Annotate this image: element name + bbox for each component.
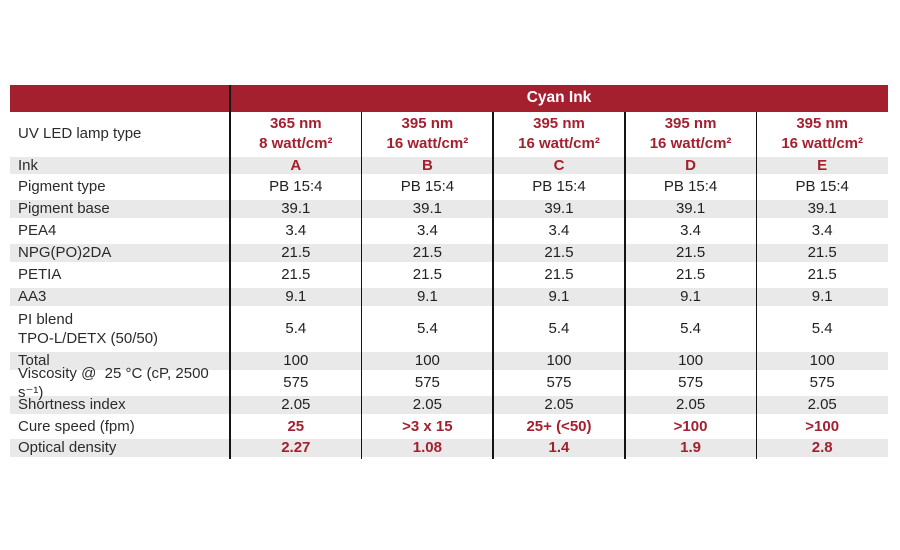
- cell-value: 1.4: [548, 439, 570, 457]
- cell-value: 575: [414, 374, 440, 392]
- cell-value: 395 nm 16 watt/cm²: [518, 115, 600, 152]
- column-divider: [755, 112, 758, 459]
- cell-value: 9.1: [680, 288, 701, 306]
- cell-value: 5.4: [285, 320, 307, 338]
- cell-value: PB 15:4: [663, 178, 718, 196]
- cell-value: 21.5: [807, 244, 837, 262]
- cell-value: 21.5: [281, 266, 311, 284]
- cell-value: >3 x 15: [402, 417, 453, 435]
- cell-value: 3.4: [416, 222, 438, 240]
- row-label: Pigment type: [18, 178, 106, 196]
- cell-value: 21.5: [281, 244, 311, 262]
- cell-value: 9.1: [416, 288, 438, 306]
- cell-value: E: [817, 156, 828, 174]
- row-label: Total: [18, 352, 50, 370]
- cell-value: 2.05: [412, 396, 442, 414]
- cell-value: PB 15:4: [795, 178, 849, 196]
- cell-value: 575: [283, 374, 309, 392]
- cell-value: 21.5: [675, 244, 706, 262]
- cell-value: 39.1: [281, 200, 311, 218]
- cell-value: PB 15:4: [532, 178, 586, 196]
- cell-value: 21.5: [675, 266, 706, 284]
- cell-value: 100: [678, 352, 704, 370]
- table-row: UV LED lamp type 365 nm 8 watt/cm² 395 nm …: [10, 112, 888, 155]
- cell-value: 5.4: [680, 320, 701, 338]
- cell-value: 9.1: [811, 288, 833, 306]
- cell-value: 3.4: [680, 222, 701, 240]
- cell-value: 575: [809, 374, 835, 392]
- cell-value: 9.1: [548, 288, 570, 306]
- cell-value: B: [421, 156, 433, 174]
- cell-value: 100: [283, 352, 309, 370]
- cell-value: 575: [546, 374, 572, 392]
- cell-value: 2.05: [675, 396, 706, 414]
- cell-value: 9.1: [285, 288, 307, 306]
- cell-value: 2.27: [281, 439, 311, 457]
- row-label: AA3: [18, 288, 47, 306]
- cell-value: 100: [546, 352, 572, 370]
- cell-value: 39.1: [675, 200, 706, 218]
- cell-value: 21.5: [807, 266, 837, 284]
- row-label: NPG(PO)2DA: [18, 244, 112, 262]
- cell-value: 395 nm 16 watt/cm²: [386, 115, 469, 152]
- cell-value: 100: [414, 352, 440, 370]
- cell-value: 21.5: [412, 266, 442, 284]
- row-label: UV LED lamp type: [18, 124, 142, 142]
- table-title: Cyan Ink: [526, 89, 592, 106]
- row-label: Cure speed (fpm): [18, 417, 135, 435]
- row-label: PI blend TPO-L/DETX (50/50): [18, 310, 159, 347]
- cell-value: 25: [287, 417, 305, 435]
- row-label: Pigment base: [18, 200, 110, 218]
- cell-value: 21.5: [412, 244, 442, 262]
- row-label: PETIA: [18, 266, 62, 284]
- cell-value: 395 nm 16 watt/cm²: [781, 115, 864, 152]
- cell-value: >100: [673, 417, 708, 435]
- cell-value: PB 15:4: [400, 178, 455, 196]
- cell-value: 1.08: [412, 439, 442, 457]
- row-label: PEA4: [18, 222, 57, 240]
- cell-value: 21.5: [544, 244, 574, 262]
- column-divider: [492, 112, 494, 459]
- cell-value: A: [290, 156, 302, 174]
- cell-value: 3.4: [811, 222, 833, 240]
- cell-value: 3.4: [548, 222, 570, 240]
- column-divider: [360, 112, 363, 459]
- row-label: Ink: [18, 156, 39, 174]
- cell-value: 2.05: [807, 396, 837, 414]
- cell-value: >100: [805, 417, 840, 435]
- table-row: PI blend TPO-L/DETX (50/50) 5.4 5.4 5.4 5.4 5…: [10, 308, 888, 350]
- cell-value: 2.8: [811, 439, 833, 457]
- column-divider: [229, 85, 231, 459]
- cell-value: 2.05: [544, 396, 574, 414]
- cell-value: C: [553, 156, 565, 174]
- row-label: Shortness index: [18, 396, 126, 414]
- cell-value: 21.5: [544, 266, 574, 284]
- cell-value: 365 nm 8 watt/cm²: [259, 115, 333, 152]
- cell-value: 3.4: [285, 222, 307, 240]
- cell-value: 1.9: [680, 439, 701, 457]
- cell-value: 39.1: [412, 200, 442, 218]
- cell-value: 39.1: [544, 200, 574, 218]
- cell-value: 395 nm 16 watt/cm²: [649, 115, 732, 152]
- cell-value: 39.1: [807, 200, 837, 218]
- cyan-ink-formulation-table: Cyan Ink UV LED lamp type 365 nm 8 watt/c…: [10, 85, 888, 459]
- table-header-bar: Cyan Ink: [10, 85, 888, 112]
- cell-value: D: [685, 156, 696, 174]
- cell-value: 5.4: [811, 320, 833, 338]
- cell-value: 25+ (<50): [526, 417, 592, 435]
- column-divider: [624, 112, 626, 459]
- row-label: Optical density: [18, 439, 117, 457]
- row-label: Viscosity @ 25 °C (cP, 2500 s⁻¹): [18, 364, 213, 401]
- cell-value: 5.4: [548, 320, 570, 338]
- cell-value: 2.05: [281, 396, 311, 414]
- cell-value: 575: [678, 374, 704, 392]
- cell-value: 5.4: [416, 320, 438, 338]
- cell-value: 100: [809, 352, 835, 370]
- cell-value: PB 15:4: [269, 178, 323, 196]
